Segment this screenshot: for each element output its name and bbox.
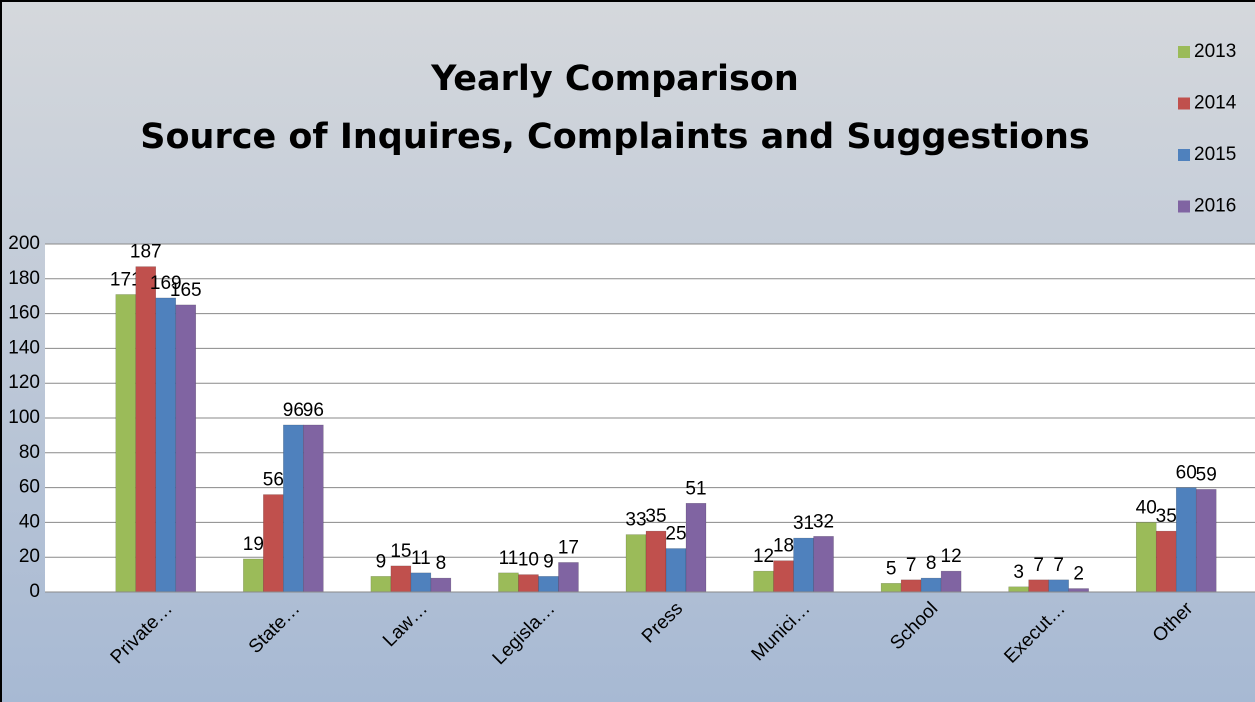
chart-title: Yearly Comparison xyxy=(430,59,799,99)
data-label: 11 xyxy=(411,548,431,569)
legend-swatch xyxy=(1178,149,1190,161)
bar xyxy=(773,560,794,593)
bar xyxy=(880,583,902,593)
y-tick-label: 20 xyxy=(19,546,40,567)
bar xyxy=(645,530,667,593)
data-label: 35 xyxy=(1156,506,1177,527)
y-tick-label: 160 xyxy=(8,303,40,324)
y-tick-label: 0 xyxy=(29,581,40,602)
legend-swatch xyxy=(1178,46,1190,58)
data-label: 60 xyxy=(1176,463,1197,484)
y-tick-label: 120 xyxy=(8,372,40,393)
data-label: 32 xyxy=(813,511,834,532)
data-label: 12 xyxy=(753,546,774,567)
bar xyxy=(1068,588,1089,593)
data-label: 9 xyxy=(376,551,387,572)
data-label: 56 xyxy=(263,470,284,491)
bar xyxy=(538,576,559,593)
data-label: 8 xyxy=(436,553,447,574)
data-label: 187 xyxy=(130,242,162,263)
bar xyxy=(303,424,324,593)
legend-label: 2016 xyxy=(1194,196,1236,217)
y-tick-label: 180 xyxy=(8,268,40,289)
data-label: 165 xyxy=(170,280,202,301)
data-label: 96 xyxy=(303,400,324,421)
data-label: 7 xyxy=(906,555,917,576)
data-label: 96 xyxy=(283,400,304,421)
data-label: 8 xyxy=(926,553,937,574)
data-label: 59 xyxy=(1196,464,1217,485)
data-label: 19 xyxy=(243,534,264,555)
legend-label: 2015 xyxy=(1194,144,1236,165)
bar xyxy=(1048,579,1069,593)
data-label: 9 xyxy=(543,551,554,572)
data-label: 5 xyxy=(886,558,897,579)
bar xyxy=(920,577,942,593)
bar xyxy=(283,424,304,593)
data-label: 40 xyxy=(1136,497,1157,518)
chart-subtitle: Source of Inquires, Complaints and Sugge… xyxy=(140,117,1089,157)
bar xyxy=(558,562,579,593)
data-label: 35 xyxy=(645,506,666,527)
bar xyxy=(900,579,922,593)
bar xyxy=(518,574,539,593)
bar xyxy=(1135,522,1157,593)
data-label: 17 xyxy=(558,537,579,558)
data-label: 51 xyxy=(685,478,706,499)
y-tick-label: 80 xyxy=(19,442,40,463)
bar xyxy=(1028,579,1049,593)
data-label: 12 xyxy=(941,546,962,567)
data-label: 169 xyxy=(150,273,182,294)
bar xyxy=(665,548,687,593)
data-label: 7 xyxy=(1033,555,1044,576)
bar xyxy=(625,534,647,593)
data-label: 2 xyxy=(1073,564,1084,585)
bar xyxy=(155,297,177,593)
bar xyxy=(813,536,834,593)
bar xyxy=(1175,487,1197,593)
bar xyxy=(370,576,392,593)
y-tick-label: 40 xyxy=(19,511,40,532)
bar xyxy=(410,572,432,593)
bar xyxy=(175,304,197,593)
bar xyxy=(430,577,452,593)
legend-label: 2014 xyxy=(1194,93,1237,114)
bar xyxy=(498,572,519,593)
bar xyxy=(263,494,284,593)
data-label: 33 xyxy=(625,510,646,531)
data-label: 18 xyxy=(773,536,794,557)
bar xyxy=(1195,489,1217,593)
data-label: 3 xyxy=(1013,562,1024,583)
legend-label: 2013 xyxy=(1194,41,1236,62)
bar xyxy=(1008,586,1029,593)
y-tick-label: 140 xyxy=(8,337,40,358)
bar xyxy=(793,537,814,593)
data-label: 7 xyxy=(1053,555,1064,576)
bar xyxy=(243,558,264,593)
bar xyxy=(753,570,774,593)
data-label: 15 xyxy=(390,541,411,562)
bar xyxy=(390,565,412,593)
legend-swatch xyxy=(1178,200,1190,213)
data-label: 10 xyxy=(518,550,539,571)
bar xyxy=(685,503,707,593)
data-label: 11 xyxy=(499,548,519,569)
y-tick-label: 200 xyxy=(8,233,40,254)
y-tick-label: 60 xyxy=(19,477,40,498)
data-label: 25 xyxy=(665,524,686,545)
bar xyxy=(940,570,962,593)
data-label: 31 xyxy=(793,513,814,534)
data-label: 171 xyxy=(110,269,142,290)
legend-swatch xyxy=(1178,97,1190,110)
y-tick-label: 100 xyxy=(8,407,40,428)
bar xyxy=(1155,530,1177,593)
bar xyxy=(135,266,157,593)
bar xyxy=(115,294,137,593)
